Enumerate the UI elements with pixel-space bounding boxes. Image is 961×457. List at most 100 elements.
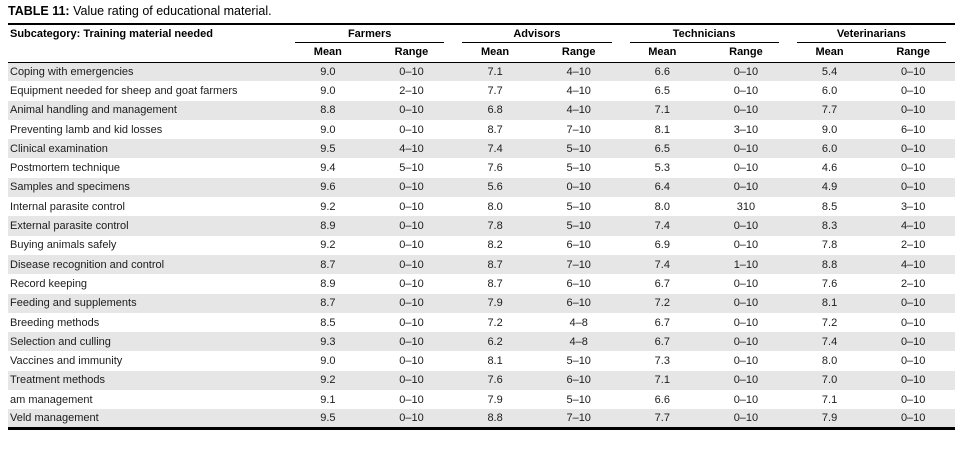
cell-mean: 8.1 bbox=[654, 123, 670, 136]
cell-range: 0–10 bbox=[733, 297, 759, 310]
cell-range: 4–8 bbox=[569, 316, 588, 329]
row-label: am management bbox=[10, 393, 93, 406]
cell-range: 0–10 bbox=[733, 142, 759, 155]
cell-range: 0–10 bbox=[399, 200, 424, 213]
row-label: Clinical examination bbox=[10, 142, 108, 155]
cell-mean: 7.7 bbox=[821, 104, 838, 117]
subheader-range: Range bbox=[704, 43, 788, 63]
subheader-mean: Mean bbox=[620, 43, 705, 63]
table-caption: Value rating of educational material. bbox=[73, 4, 272, 18]
row-label: Animal handling and management bbox=[10, 104, 177, 117]
cell-mean: 7.4 bbox=[654, 258, 670, 271]
cell-range: 0–10 bbox=[900, 374, 926, 387]
cell-mean: 7.4 bbox=[821, 335, 838, 348]
cell-mean: 9.1 bbox=[320, 393, 336, 406]
cell-mean: 7.2 bbox=[487, 316, 503, 329]
table-row: Buying animals safely 9.2 0–10 8.2 6–10 6.9 0–… bbox=[8, 236, 955, 255]
page: TABLE 11: Value rating of educational ma… bbox=[8, 4, 955, 431]
cell-mean: 8.7 bbox=[487, 258, 503, 271]
cell-range: 4–10 bbox=[566, 65, 591, 78]
row-label: Coping with emergencies bbox=[10, 65, 134, 78]
cell-mean: 6.2 bbox=[487, 335, 503, 348]
subheader-mean: Mean bbox=[787, 43, 872, 63]
cell-range: 7–10 bbox=[566, 412, 591, 425]
cell-mean: 7.8 bbox=[487, 220, 503, 233]
cell-range: 0–10 bbox=[399, 374, 424, 387]
cell-range: 4–10 bbox=[900, 258, 926, 271]
cell-range: 4–10 bbox=[566, 104, 591, 117]
cell-range: 310 bbox=[736, 200, 756, 213]
cell-mean: 7.1 bbox=[487, 65, 503, 78]
cell-range: 6–10 bbox=[566, 239, 591, 252]
cell-mean: 8.7 bbox=[487, 277, 503, 290]
cell-range: 5–10 bbox=[399, 162, 424, 175]
cell-mean: 6.7 bbox=[654, 316, 670, 329]
cell-mean: 6.9 bbox=[654, 239, 670, 252]
cell-range: 5–10 bbox=[566, 142, 591, 155]
table-row: am management 9.1 0–10 7.9 5–10 6.6 0–10 7.1 0–1… bbox=[8, 390, 955, 409]
cell-mean: 9.0 bbox=[320, 84, 336, 97]
table-row: Record keeping 8.9 0–10 8.7 6–10 6.7 0–10 7.6 2–… bbox=[8, 274, 955, 293]
table-row: Veld management 9.5 0–10 8.8 7–10 7.7 0–10 7.9 0… bbox=[8, 409, 955, 429]
cell-mean: 7.6 bbox=[487, 162, 503, 175]
cell-range: 0–10 bbox=[900, 104, 926, 117]
table-row: Coping with emergencies 9.0 0–10 7.1 4–10 6.6… bbox=[8, 62, 955, 82]
row-label: Preventing lamb and kid losses bbox=[10, 123, 163, 136]
table-row: Selection and culling 9.3 0–10 6.2 4–8 6.7 0–1… bbox=[8, 332, 955, 352]
cell-range: 0–10 bbox=[900, 162, 926, 175]
cell-mean: 8.9 bbox=[320, 277, 336, 290]
cell-mean: 7.2 bbox=[821, 316, 838, 329]
row-label: Buying animals safely bbox=[10, 239, 117, 252]
cell-mean: 8.9 bbox=[320, 220, 336, 233]
table-row: Treatment methods 9.2 0–10 7.6 6–10 7.1 0–10 7.… bbox=[8, 370, 955, 391]
cell-range: 0–10 bbox=[399, 65, 424, 78]
row-label: Postmortem technique bbox=[10, 162, 121, 175]
cell-range: 3–10 bbox=[733, 123, 759, 136]
cell-range: 0–10 bbox=[399, 104, 424, 117]
cell-range: 5–10 bbox=[566, 200, 591, 213]
cell-range: 0–10 bbox=[900, 355, 926, 368]
cell-range: 0–10 bbox=[733, 277, 759, 290]
subheader-mean: Mean bbox=[286, 43, 370, 63]
subheader-range: Range bbox=[536, 43, 621, 63]
cell-range: 4–10 bbox=[900, 220, 926, 233]
cell-mean: 6.4 bbox=[654, 181, 670, 194]
table-row: Animal handling and management 8.8 0–10 6.8… bbox=[8, 100, 955, 120]
cell-range: 0–10 bbox=[399, 239, 424, 252]
row-label: External parasite control bbox=[10, 220, 129, 233]
table-row: Equipment needed for sheep and goat farm… bbox=[8, 81, 955, 100]
cell-mean: 8.0 bbox=[654, 200, 670, 213]
cell-mean: 7.8 bbox=[821, 239, 838, 252]
row-label: Vaccines and immunity bbox=[10, 355, 123, 368]
cell-mean: 8.1 bbox=[821, 297, 838, 310]
cell-mean: 8.0 bbox=[487, 200, 503, 213]
cell-mean: 8.8 bbox=[320, 104, 336, 117]
cell-range: 0–10 bbox=[399, 355, 424, 368]
table-row: Vaccines and immunity 9.0 0–10 8.1 5–10 7.3 0–… bbox=[8, 351, 955, 370]
cell-range: 0–10 bbox=[399, 412, 424, 425]
cell-mean: 8.5 bbox=[320, 316, 336, 329]
group-header-technicians-label: Technicians bbox=[629, 26, 779, 43]
cell-mean: 9.6 bbox=[320, 181, 336, 194]
table-row: Feeding and supplements 8.7 0–10 7.9 6–10 7.2… bbox=[8, 293, 955, 313]
cell-mean: 7.3 bbox=[654, 355, 670, 368]
cell-mean: 6.7 bbox=[654, 277, 670, 290]
cell-range: 0–10 bbox=[900, 142, 926, 155]
cell-range: 5–10 bbox=[566, 220, 591, 233]
cell-range: 0–10 bbox=[900, 335, 926, 348]
cell-mean: 9.5 bbox=[320, 142, 336, 155]
table-row: Internal parasite control 9.2 0–10 8.0 5–10 8… bbox=[8, 197, 955, 216]
subheader-row: Mean Range Mean Range Mean Range Mean Ra… bbox=[8, 43, 955, 63]
cell-mean: 5.6 bbox=[487, 181, 503, 194]
cell-mean: 6.5 bbox=[654, 84, 670, 97]
row-label: Treatment methods bbox=[10, 374, 105, 387]
cell-mean: 6.8 bbox=[487, 104, 503, 117]
value-rating-table: Subcategory: Training material needed Fa… bbox=[8, 23, 955, 431]
cell-range: 0–10 bbox=[733, 393, 759, 406]
cell-mean: 7.1 bbox=[654, 104, 670, 117]
cell-mean: 9.2 bbox=[320, 374, 336, 387]
cell-mean: 8.1 bbox=[487, 355, 503, 368]
cell-range: 0–10 bbox=[733, 316, 759, 329]
group-header-advisors: Advisors bbox=[453, 24, 620, 43]
cell-mean: 7.9 bbox=[821, 412, 838, 425]
